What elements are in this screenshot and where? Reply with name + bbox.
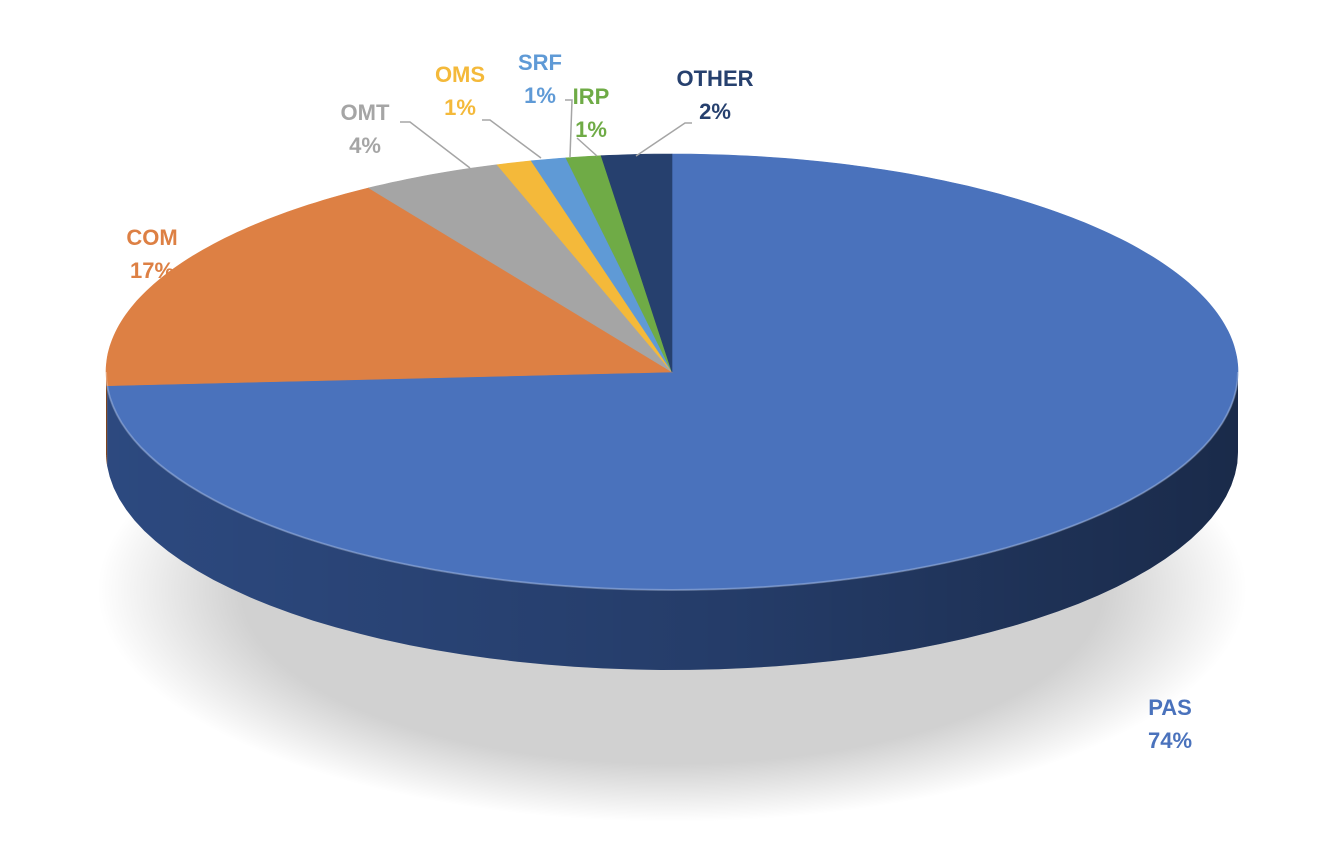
slice-label-com: COM — [126, 225, 177, 250]
slice-label-irp: IRP — [573, 84, 610, 109]
slice-irp — [565, 155, 673, 373]
slice-pct-irp: 1% — [575, 117, 607, 142]
leader-line-other — [635, 122, 692, 157]
slice-label-srf: SRF — [518, 50, 562, 75]
slice-omt — [367, 164, 673, 373]
leader-line-omt — [400, 121, 471, 169]
slice-label-omt: OMT — [341, 100, 390, 125]
slice-pct-oms: 1% — [444, 95, 476, 120]
slice-label-other: OTHER — [677, 66, 754, 91]
pie-rim-highlight — [105, 371, 1239, 592]
slice-other — [600, 153, 673, 373]
slice-pct-omt: 4% — [349, 133, 381, 158]
leader-line-irp — [576, 137, 598, 157]
slice-label-oms: OMS — [435, 62, 485, 87]
slice-srf — [530, 157, 673, 373]
leader-line-oms — [482, 119, 542, 159]
slice-oms — [496, 160, 673, 373]
pie-sides — [106, 372, 1239, 670]
slice-pct-other: 2% — [699, 99, 731, 124]
slice-side-shade-pas — [107, 372, 1239, 670]
slice-com — [105, 187, 674, 387]
pie-labels: PAS 74% COM 17% OMT 4% OMS 1% SRF 1% IRP 1% OTHER 2% — [126, 50, 1192, 753]
leader-line-srf — [565, 99, 573, 158]
slice-pct-pas: 74% — [1148, 728, 1192, 753]
pie-top — [105, 153, 1239, 592]
pie-leader-lines — [400, 99, 692, 169]
slice-pct-com: 17% — [130, 258, 174, 283]
slice-label-pas: PAS — [1148, 695, 1192, 720]
slice-side-shade-com — [106, 372, 108, 466]
slice-pct-srf: 1% — [524, 83, 556, 108]
